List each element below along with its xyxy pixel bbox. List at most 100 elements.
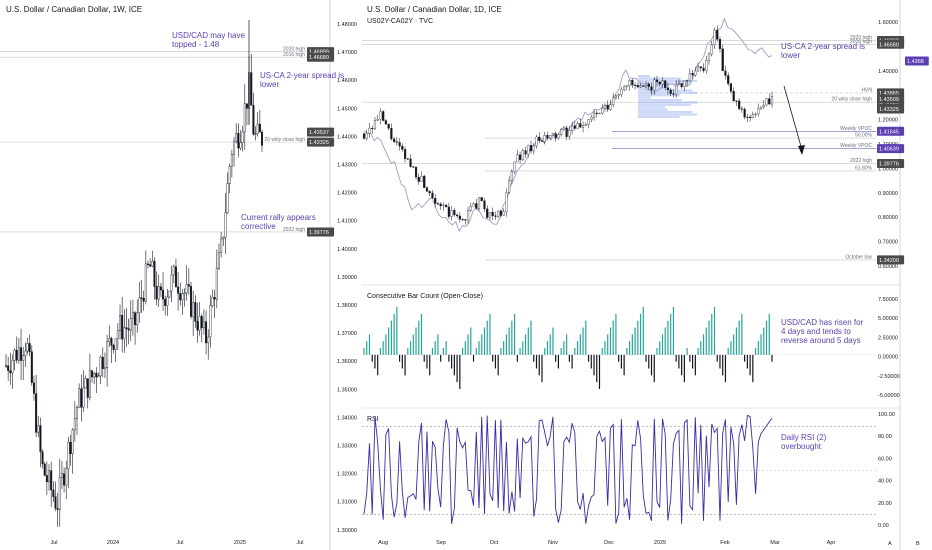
daily-candle-body [480, 197, 483, 201]
daily-candle-body [532, 145, 535, 152]
histogram-bar [664, 327, 666, 355]
histogram-bar [738, 320, 740, 355]
histogram-bar [587, 354, 590, 362]
weekly-candle-body [80, 388, 83, 408]
daily-x-tick: Dec [604, 540, 614, 546]
weekly-candle-body [140, 297, 143, 299]
daily-candle-body [592, 112, 596, 118]
daily-candle-body [420, 175, 423, 182]
daily-level-label: 20 wkly close high [831, 97, 872, 103]
daily-candle-body [765, 98, 768, 106]
daily-right-axis-tick: 0.70000 [878, 240, 898, 246]
histogram-bar [366, 341, 368, 355]
histogram-bar [437, 334, 439, 355]
daily-candle-body [409, 158, 412, 167]
daily-left-axis-tick: 1.41000 [337, 219, 357, 225]
daily-level-label: HVN [861, 87, 872, 93]
weekly-candle-body [136, 312, 139, 326]
weekly-candle-body [144, 263, 147, 302]
volume-profile-bar [638, 91, 698, 94]
daily-right-axis-tick: 1.20000 [878, 118, 898, 124]
histogram-bar [541, 354, 543, 383]
weekly-candle-body [58, 477, 61, 510]
histogram-bar [404, 354, 406, 376]
histogram-bar [470, 327, 472, 355]
daily-candle-body [428, 191, 431, 194]
histogram-bar [661, 334, 664, 355]
daily-left-axis-tick: 1.44000 [337, 134, 357, 140]
weekly-candle-body [28, 343, 31, 352]
histogram-bar [763, 327, 765, 355]
daily-level-label: October low [845, 254, 872, 260]
histogram-bar [672, 307, 675, 355]
daily-level-tag-bg [877, 126, 905, 136]
histogram-axis-tick: -2.50000 [878, 374, 900, 380]
histogram-annotation: 4 days and tends to [781, 327, 851, 336]
histogram-bar [612, 320, 614, 355]
daily-level-label: 50.00% [855, 133, 873, 139]
histogram-bar [697, 348, 699, 355]
daily-candle-body [439, 203, 442, 207]
daily-candle-body [382, 111, 385, 121]
daily-candle-body [614, 95, 617, 99]
histogram-bar [634, 327, 636, 355]
weekly-candle-body [91, 370, 94, 378]
projection-arrow [783, 85, 805, 155]
daily-annotation: lower [781, 51, 800, 60]
histogram-bar [434, 341, 436, 355]
histogram-bar [527, 327, 529, 355]
histogram-title: Consecutive Bar Count (Open-Close) [367, 293, 483, 300]
histogram-bar [623, 354, 625, 376]
weekly-candle-body [78, 388, 81, 408]
histogram-bar [560, 348, 562, 355]
weekly-candle-body [4, 365, 7, 367]
weekly-level-label: 2020 high [283, 47, 305, 53]
daily-candle-body [376, 119, 379, 121]
daily-candle-body [491, 212, 494, 217]
daily-left-axis-tick: 1.46000 [337, 78, 357, 84]
weekly-candle-body [241, 131, 244, 143]
spread-value-tag: 1.4368 [907, 59, 924, 65]
histogram-bar [675, 354, 677, 362]
daily-candle-body [718, 39, 722, 49]
daily-candles [362, 25, 774, 225]
daily-candle-body [551, 133, 555, 136]
histogram-bar [393, 313, 395, 355]
footer-b-label[interactable]: B [916, 541, 920, 547]
daily-candle-body [494, 215, 497, 217]
weekly-level-tag-bg [307, 52, 335, 62]
daily-candle-body [661, 80, 664, 85]
footer-a-label[interactable]: A [888, 541, 892, 547]
histogram-bar [705, 327, 707, 355]
daily-left-axis-tick: 1.43000 [337, 163, 357, 169]
daily-candle-body [527, 145, 530, 155]
histogram-bar [566, 334, 568, 355]
weekly-levels: 2020 high 1.46899 2016 high 1.46680 20 wkly … [0, 47, 335, 237]
histogram-annotation: reverse around 5 days [781, 336, 861, 345]
daily-candle-body [499, 210, 502, 216]
weekly-candle-body [258, 123, 261, 133]
weekly-candle-body [256, 123, 259, 134]
weekly-x-tick: Jul [50, 540, 57, 546]
volume-profile-bar [638, 94, 681, 97]
weekly-candle-body [75, 407, 78, 420]
daily-candle-body [412, 166, 415, 168]
daily-candle-body [475, 203, 478, 209]
weekly-candle-body [217, 252, 220, 269]
histogram-bar [538, 354, 540, 376]
histogram-bar [691, 354, 694, 369]
histogram-bar [615, 313, 617, 355]
daily-candle-body [666, 87, 670, 91]
consecutive-bar-histogram: 7.50000 5.00000 2.50000 0.00000 -2.50000 -5.0… [362, 297, 900, 399]
histogram-bar [771, 354, 773, 362]
daily-candle-body [672, 93, 675, 95]
weekly-x-tick: Jul [176, 540, 183, 546]
daily-left-axis-tick: 1.35000 [337, 387, 357, 393]
weekly-candle-body [224, 212, 227, 238]
daily-candle-body [713, 29, 716, 45]
weekly-candle-body [226, 183, 229, 214]
histogram-bar [653, 354, 655, 383]
daily-candle-body [516, 154, 519, 163]
volume-profile-bar [638, 115, 680, 118]
daily-level-label: 2020 high [850, 35, 872, 41]
